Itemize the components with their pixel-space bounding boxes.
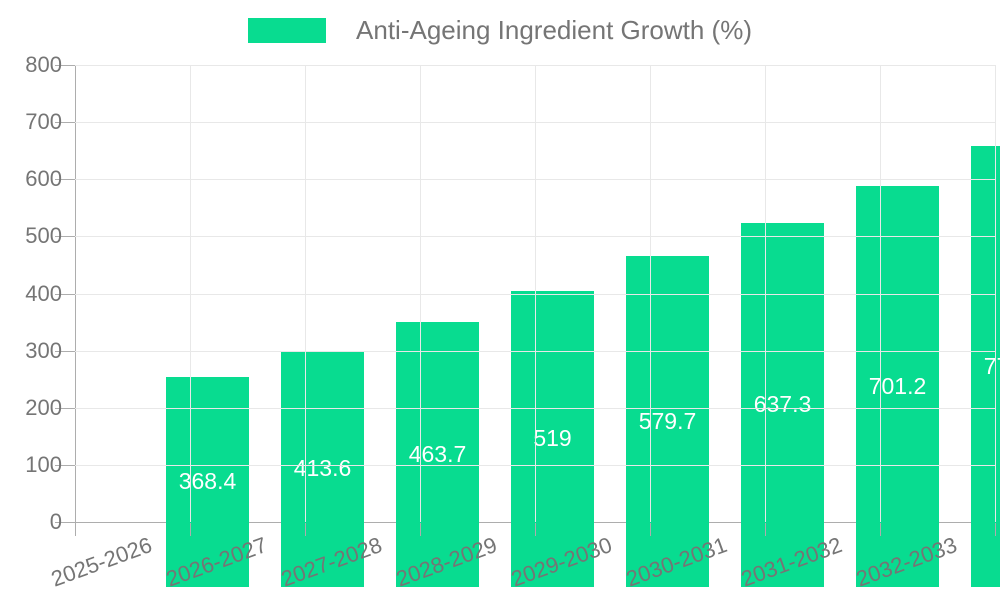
y-axis-tick-label: 800 — [25, 52, 62, 77]
x-axis-tick — [535, 523, 536, 536]
bar[interactable]: 701.2 — [856, 186, 939, 587]
y-axis-tick-label: 700 — [25, 109, 62, 134]
x-axis-tick — [190, 523, 191, 536]
gridline-vertical — [420, 65, 421, 522]
gridline-vertical — [190, 65, 191, 522]
legend-swatch — [248, 17, 327, 43]
x-axis-tick — [75, 523, 76, 536]
y-axis-tick — [55, 65, 75, 66]
y-axis-tick-label: 400 — [25, 281, 62, 306]
y-axis-tick — [55, 465, 75, 466]
gridline-vertical — [650, 65, 651, 522]
bar-value-label: 637.3 — [753, 391, 812, 417]
legend[interactable]: Anti-Ageing Ingredient Growth (%) — [0, 15, 1000, 45]
y-axis-tick-label: 500 — [25, 223, 62, 248]
x-axis-tick — [995, 523, 996, 536]
bar[interactable]: 637.3 — [741, 223, 824, 587]
gridline-vertical — [535, 65, 536, 522]
gridline-vertical — [765, 65, 766, 522]
bar[interactable]: 413.6 — [281, 351, 364, 587]
legend-label: Anti-Ageing Ingredient Growth (%) — [356, 15, 752, 45]
y-axis-tick — [55, 522, 75, 523]
x-axis-tick — [765, 523, 766, 536]
y-axis-tick-label: 100 — [25, 452, 62, 477]
gridline-vertical — [880, 65, 881, 522]
bar[interactable]: 368.4 — [166, 377, 249, 587]
bar-value-label: 519 — [533, 425, 572, 451]
y-axis-tick-label: 600 — [25, 166, 62, 191]
x-axis-tick — [420, 523, 421, 536]
bar[interactable]: 463.7 — [396, 322, 479, 587]
bar-value-label: 463.7 — [408, 441, 467, 467]
bar[interactable]: 579.7 — [626, 256, 709, 587]
y-axis-tick — [55, 122, 75, 123]
y-axis-tick — [55, 179, 75, 180]
x-axis-tick — [880, 523, 881, 536]
y-axis-line — [75, 65, 76, 522]
bar-value-label: 413.6 — [293, 455, 352, 481]
y-axis-tick — [55, 236, 75, 237]
y-axis-tick — [55, 351, 75, 352]
gridline-vertical — [305, 65, 306, 522]
y-axis-tick-label: 300 — [25, 338, 62, 363]
y-axis-tick — [55, 408, 75, 409]
bar-value-label: 368.4 — [178, 468, 237, 494]
y-axis-tick-label: 0 — [49, 509, 62, 534]
x-axis-tick — [305, 523, 306, 536]
y-axis-tick-label: 200 — [25, 395, 62, 420]
y-axis-tick — [55, 294, 75, 295]
bar[interactable]: 519 — [511, 291, 594, 587]
bar-value-label: 701.2 — [868, 373, 927, 399]
bar-value-label: 579.7 — [638, 408, 697, 434]
x-axis-tick — [650, 523, 651, 536]
gridline-vertical — [995, 65, 996, 522]
